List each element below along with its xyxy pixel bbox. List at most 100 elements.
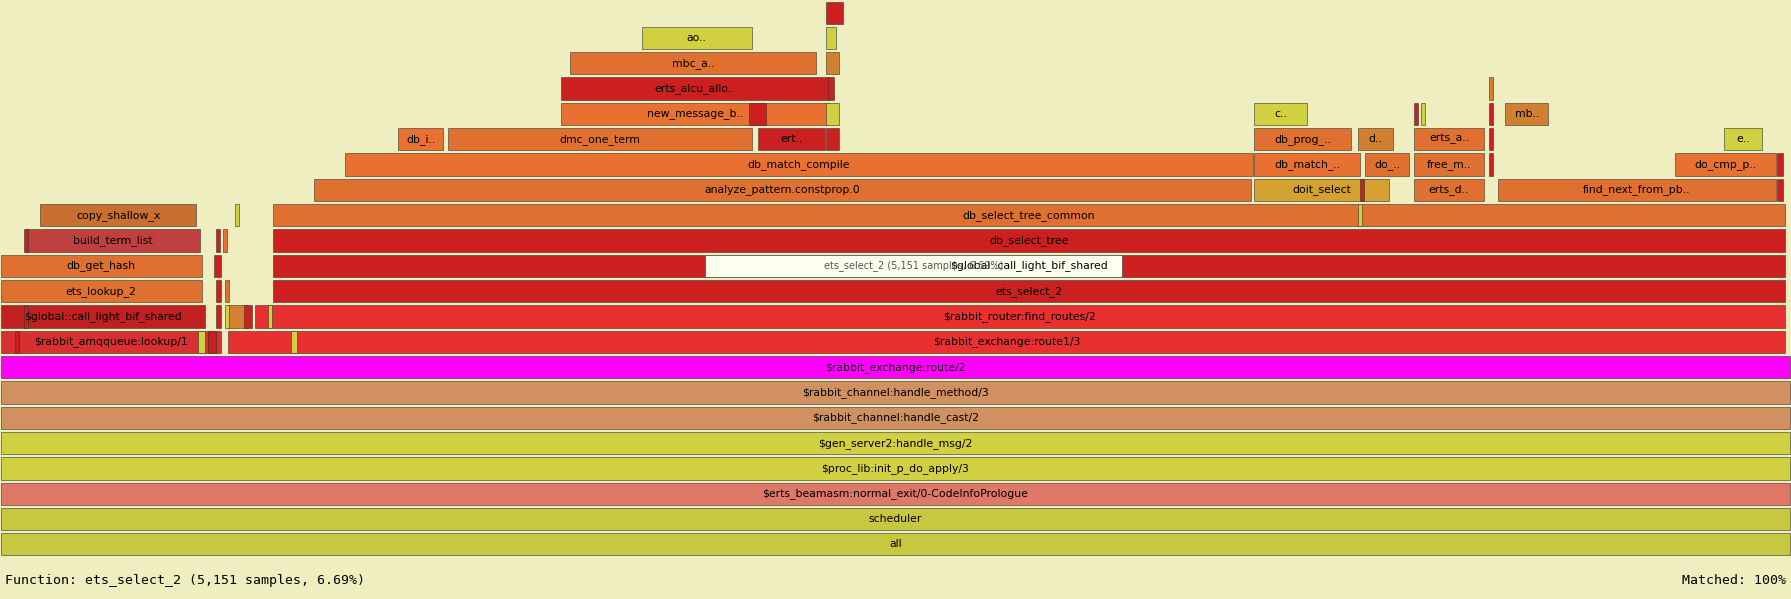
Text: $rabbit_channel:handle_method/3: $rabbit_channel:handle_method/3 — [802, 387, 989, 398]
Bar — [1723, 128, 1762, 150]
Bar — [448, 128, 752, 150]
Bar — [272, 229, 1786, 252]
Bar — [0, 331, 222, 353]
Bar — [0, 382, 1791, 404]
Bar — [570, 52, 817, 74]
Text: scheduler: scheduler — [869, 514, 922, 524]
Bar — [1420, 103, 1426, 125]
Bar — [826, 2, 844, 24]
Bar — [272, 255, 1786, 277]
Bar — [1413, 179, 1485, 201]
Bar — [561, 77, 829, 100]
Bar — [197, 331, 206, 353]
Text: Function: ets_select_2 (5,151 samples, 6.69%): Function: ets_select_2 (5,151 samples, 6… — [5, 574, 365, 586]
Bar — [215, 229, 220, 252]
Bar — [641, 27, 752, 49]
Text: $global::call_light_bif_shared: $global::call_light_bif_shared — [949, 261, 1109, 271]
Text: $proc_lib:init_p_do_apply/3: $proc_lib:init_p_do_apply/3 — [822, 463, 969, 474]
Text: db_select_tree_common: db_select_tree_common — [964, 210, 1094, 220]
Bar — [561, 103, 829, 125]
Bar — [272, 204, 1786, 226]
Bar — [0, 457, 1791, 480]
Bar — [227, 331, 1786, 353]
Bar — [826, 27, 836, 49]
Text: e..: e.. — [1735, 134, 1750, 144]
Text: db_match_..: db_match_.. — [1275, 159, 1340, 170]
Text: db_get_hash: db_get_hash — [66, 261, 136, 271]
Text: dmc_one_term: dmc_one_term — [559, 134, 641, 145]
Bar — [1254, 179, 1390, 201]
Bar — [1488, 153, 1494, 176]
Text: analyze_pattern.constprop.0: analyze_pattern.constprop.0 — [706, 184, 860, 195]
Text: find_next_from_pb..: find_next_from_pb.. — [1583, 184, 1691, 195]
Text: $rabbit_exchange:route/2: $rabbit_exchange:route/2 — [826, 362, 965, 373]
Text: $rabbit_channel:handle_cast/2: $rabbit_channel:handle_cast/2 — [811, 412, 980, 423]
Bar — [826, 103, 840, 125]
Text: $erts_beamasm:normal_exit/0-CodeInfoPrologue: $erts_beamasm:normal_exit/0-CodeInfoProl… — [763, 488, 1028, 499]
Bar — [1254, 153, 1361, 176]
Text: $global::call_light_bif_shared: $global::call_light_bif_shared — [23, 311, 183, 322]
Bar — [1497, 179, 1777, 201]
Text: free_m..: free_m.. — [1427, 159, 1470, 170]
Bar — [0, 483, 1791, 505]
Bar — [213, 255, 222, 277]
Text: ets_select_2 (5,151 samples, 6.69%): ets_select_2 (5,151 samples, 6.69%) — [824, 261, 1003, 271]
Text: all: all — [888, 539, 903, 549]
Bar — [23, 305, 29, 328]
Bar — [272, 280, 1786, 302]
Text: do_..: do_.. — [1374, 159, 1401, 170]
Text: Matched: 100%: Matched: 100% — [1682, 574, 1786, 586]
Bar — [1359, 179, 1365, 201]
Text: ao..: ao.. — [686, 33, 707, 43]
Bar — [224, 305, 229, 328]
Bar — [398, 128, 444, 150]
Bar — [227, 305, 249, 328]
Bar — [0, 533, 1791, 555]
Text: db_i..: db_i.. — [407, 134, 435, 145]
Text: mbc_a..: mbc_a.. — [672, 58, 715, 69]
Text: build_term_list: build_term_list — [73, 235, 152, 246]
Text: doit_select: doit_select — [1293, 184, 1350, 195]
Bar — [1365, 153, 1410, 176]
Text: copy_shallow_x: copy_shallow_x — [75, 210, 161, 220]
Bar — [208, 331, 217, 353]
Bar — [23, 229, 29, 252]
Bar — [1675, 153, 1777, 176]
Text: db_prog_..: db_prog_.. — [1275, 134, 1331, 145]
Bar — [1413, 153, 1485, 176]
Text: new_message_b..: new_message_b.. — [647, 108, 743, 119]
Text: $rabbit_exchange:route1/3: $rabbit_exchange:route1/3 — [933, 337, 1080, 347]
Bar — [1488, 77, 1494, 100]
Text: db_select_tree: db_select_tree — [989, 235, 1069, 246]
Text: c..: c.. — [1273, 109, 1288, 119]
Bar — [235, 204, 240, 226]
Bar — [244, 305, 253, 328]
Bar — [39, 204, 197, 226]
Text: ert..: ert.. — [781, 134, 802, 144]
Bar — [826, 128, 840, 150]
Bar — [1777, 179, 1784, 201]
Bar — [267, 305, 272, 328]
Bar — [827, 77, 835, 100]
Bar — [25, 229, 201, 252]
Text: mb..: mb.. — [1515, 109, 1538, 119]
Bar — [749, 103, 767, 125]
Bar — [290, 331, 297, 353]
Bar — [1504, 103, 1549, 125]
Bar — [215, 280, 222, 302]
Text: d..: d.. — [1368, 134, 1383, 144]
Text: $rabbit_amqqueue:lookup/1: $rabbit_amqqueue:lookup/1 — [34, 337, 188, 347]
Text: erts_alcu_allo..: erts_alcu_allo.. — [656, 83, 734, 94]
Bar — [1488, 128, 1494, 150]
Text: erts_d..: erts_d.. — [1429, 184, 1469, 195]
Text: db_match_compile: db_match_compile — [747, 159, 851, 170]
Text: do_cmp_p..: do_cmp_p.. — [1694, 159, 1757, 170]
Bar — [758, 128, 826, 150]
Bar — [0, 508, 1791, 530]
Bar — [1777, 153, 1784, 176]
Bar — [344, 153, 1254, 176]
Bar — [224, 280, 229, 302]
Text: $rabbit_router:find_routes/2: $rabbit_router:find_routes/2 — [944, 311, 1096, 322]
Bar — [254, 305, 1786, 328]
Text: $gen_server2:handle_msg/2: $gen_server2:handle_msg/2 — [818, 438, 973, 449]
